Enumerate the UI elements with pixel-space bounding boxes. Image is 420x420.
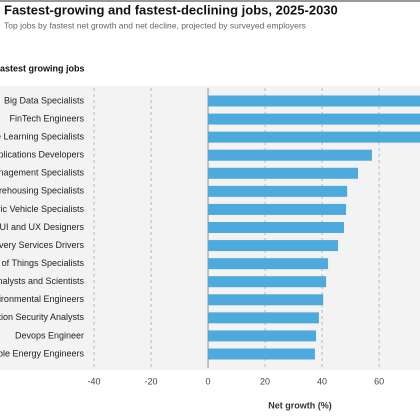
bar bbox=[208, 113, 420, 125]
y-tick-label: e Learning Specialists bbox=[0, 132, 84, 142]
bar bbox=[208, 222, 345, 233]
bar bbox=[208, 240, 339, 252]
bar bbox=[208, 95, 420, 107]
bar bbox=[208, 330, 317, 342]
chart-title: Fastest-growing and fastest-declining jo… bbox=[4, 2, 338, 17]
bar bbox=[208, 348, 315, 360]
bar bbox=[208, 167, 358, 179]
y-tick-label: UI and UX Designers bbox=[0, 222, 84, 232]
y-tick-label: ric Vehicle Specialists bbox=[0, 204, 84, 214]
y-tick-label: ironmental Engineers bbox=[0, 294, 84, 304]
y-tick-label: rehousing Specialists bbox=[0, 186, 84, 196]
x-tick-label: 40 bbox=[317, 376, 327, 386]
y-tick-label: Big Data Specialists bbox=[4, 95, 85, 105]
y-tick-label: ivery Services Drivers bbox=[0, 240, 84, 250]
bar bbox=[208, 294, 324, 306]
y-tick-label: ble Energy Engineers bbox=[0, 348, 84, 358]
bar bbox=[208, 276, 327, 288]
bars bbox=[93, 88, 420, 368]
bar bbox=[208, 149, 372, 161]
bar bbox=[208, 258, 329, 270]
y-tick-label: of Things Specialists bbox=[2, 258, 85, 268]
y-tick-label: nalysts and Scientists bbox=[0, 276, 84, 286]
section-label: astest growing jobs bbox=[0, 63, 85, 73]
chart-subtitle: Top jobs by fastest net growth and net d… bbox=[4, 20, 306, 30]
x-tick-label: 0 bbox=[206, 376, 211, 386]
bar bbox=[208, 312, 319, 324]
y-tick-label: nagement Specialists bbox=[0, 168, 84, 178]
y-tick-label: ation Security Analysts bbox=[0, 312, 84, 322]
x-tick-label: -40 bbox=[87, 376, 100, 386]
y-tick-label: Devops Engineer bbox=[15, 330, 84, 340]
x-tick-label: -20 bbox=[145, 376, 158, 386]
y-tick-label: plications Developers bbox=[0, 150, 84, 160]
x-tick-label: 60 bbox=[374, 376, 384, 386]
bar bbox=[208, 185, 348, 197]
bar bbox=[208, 131, 420, 143]
x-tick-label: 20 bbox=[260, 376, 270, 386]
x-axis-label: Net growth (%) bbox=[268, 400, 332, 410]
bar bbox=[208, 203, 347, 215]
y-tick-label: FinTech Engineers bbox=[9, 113, 84, 123]
